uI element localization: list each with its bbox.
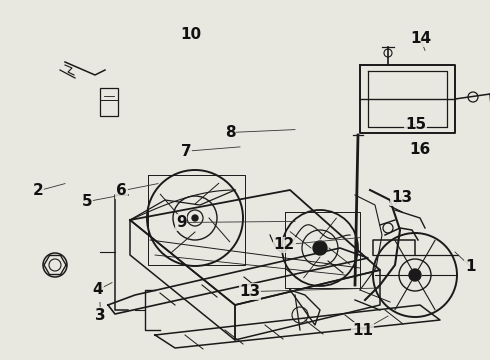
Text: 12: 12 xyxy=(273,237,295,252)
Bar xyxy=(100,88,118,116)
Text: 4: 4 xyxy=(93,282,103,297)
Circle shape xyxy=(409,269,421,281)
Text: 1: 1 xyxy=(465,259,476,274)
Text: 5: 5 xyxy=(82,194,93,209)
Text: 7: 7 xyxy=(181,144,192,159)
Text: 9: 9 xyxy=(176,215,187,230)
Text: 8: 8 xyxy=(225,125,236,140)
Text: 2: 2 xyxy=(33,183,44,198)
Text: 16: 16 xyxy=(410,142,431,157)
Text: 15: 15 xyxy=(405,117,426,132)
Text: 10: 10 xyxy=(180,27,202,42)
Text: 11: 11 xyxy=(352,323,373,338)
Text: 3: 3 xyxy=(95,307,106,323)
Circle shape xyxy=(192,215,198,221)
Text: 13: 13 xyxy=(391,190,413,205)
Circle shape xyxy=(313,241,327,255)
Text: 13: 13 xyxy=(239,284,261,299)
Text: 14: 14 xyxy=(410,31,431,46)
Text: 6: 6 xyxy=(116,183,127,198)
